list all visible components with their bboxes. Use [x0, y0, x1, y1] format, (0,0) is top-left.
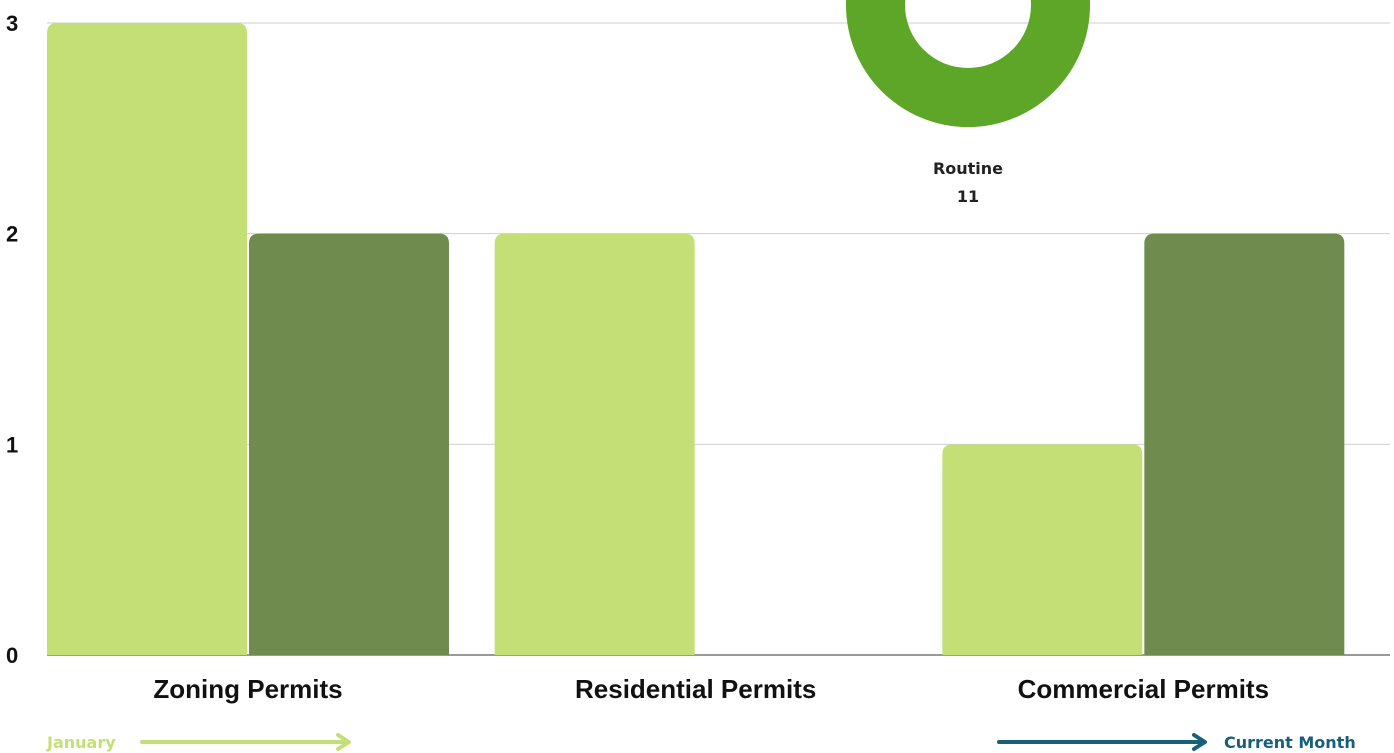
y-tick-label: 3: [6, 11, 18, 36]
donut-label-value: 11: [957, 187, 979, 206]
y-tick-label: 1: [6, 432, 18, 457]
category-label: Commercial Permits: [1018, 674, 1269, 704]
donut-slice-routine: [846, 0, 1090, 127]
arrow-right-icon: [1192, 733, 1207, 751]
y-tick-label: 0: [6, 643, 18, 668]
donut-label-name: Routine: [933, 159, 1003, 178]
legend-current-label: Current Month: [1224, 733, 1356, 752]
category-label: Residential Permits: [575, 674, 816, 704]
bar-current-month-2: [1144, 233, 1345, 655]
bar-january-2: [942, 444, 1143, 655]
arrow-right-icon: [336, 733, 351, 751]
bar-current-month-0: [249, 233, 449, 655]
bar-january-0: [47, 23, 247, 655]
y-tick-label: 2: [6, 222, 18, 247]
bar-january-1: [494, 233, 695, 655]
category-label: Zoning Permits: [153, 674, 342, 704]
legend-january-label: January: [46, 733, 116, 752]
